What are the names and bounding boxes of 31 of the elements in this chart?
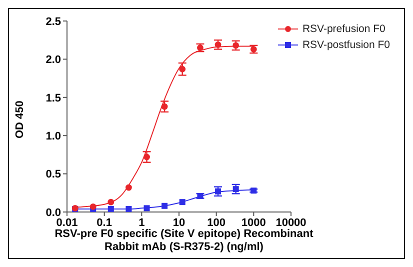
x-tick-label: 0.1 bbox=[96, 216, 112, 229]
point bbox=[162, 202, 168, 209]
x-tick-label: 10000 bbox=[276, 216, 306, 229]
x-tick-label: 100 bbox=[207, 216, 226, 229]
point bbox=[144, 205, 150, 212]
x-tick-label: 1000 bbox=[241, 216, 266, 229]
x-tick-label: 10 bbox=[172, 216, 186, 229]
y-axis-title: OD 450 bbox=[14, 100, 26, 138]
x-tick-label: 1 bbox=[138, 216, 145, 229]
x-axis-title: RSV-pre F0 specific (Site V epitope) Recombinant Rabbit mAb (S-R375-2) (ng/ml) bbox=[54, 228, 314, 254]
point bbox=[232, 186, 239, 192]
point bbox=[90, 203, 96, 210]
legend-label: RSV-prefusion F0 bbox=[302, 22, 386, 37]
point bbox=[108, 198, 114, 206]
y-tick-label: 0.5 bbox=[46, 168, 61, 181]
point bbox=[215, 188, 222, 194]
y-tick-label: 1.0 bbox=[46, 130, 61, 143]
y-tick-label: 2.5 bbox=[46, 16, 61, 28]
point bbox=[161, 103, 168, 110]
point bbox=[232, 42, 240, 49]
y-tick-label: 1.5 bbox=[46, 92, 61, 104]
point bbox=[126, 184, 132, 191]
y-tick-label: 0.0 bbox=[46, 206, 61, 219]
point bbox=[144, 154, 150, 160]
point bbox=[179, 66, 186, 72]
point bbox=[126, 206, 132, 212]
point bbox=[108, 206, 114, 212]
y-tick-label: 2.0 bbox=[46, 54, 61, 66]
point bbox=[179, 199, 186, 206]
legend-label: RSV-postfusion F0 bbox=[302, 38, 390, 53]
x-tick-label: 0.01 bbox=[56, 216, 78, 229]
